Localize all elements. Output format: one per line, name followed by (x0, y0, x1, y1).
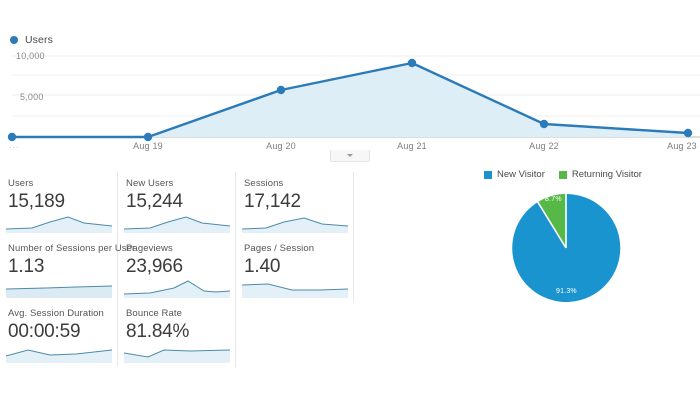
x-axis-tick-aug23: Aug 23 (667, 141, 697, 151)
x-axis: Aug 19 Aug 20 Aug 21 Aug 22 Aug 23 (0, 141, 700, 155)
metric-title: Pageviews (126, 243, 173, 254)
returning-visitor-swatch (558, 170, 567, 179)
new-visitor-label: New Visitor (497, 169, 545, 180)
metric-value: 1.40 (244, 256, 281, 277)
metrics-row: Users 15,189 New Users 15,244 Sessions 1… (0, 172, 380, 237)
chevron-down-icon (347, 154, 353, 157)
legend-item-new-visitor[interactable]: New Visitor (484, 169, 545, 180)
y-axis-tick-10000: 10,000 (16, 51, 45, 61)
metric-title: Number of Sessions per User (8, 243, 136, 254)
users-line (10, 61, 690, 139)
sparkline (242, 283, 348, 298)
returning-visitor-label: Returning Visitor (571, 169, 642, 180)
sparkline (6, 285, 112, 298)
x-axis-tick-aug21: Aug 21 (397, 141, 427, 151)
pie-chart-svg (512, 193, 621, 302)
users-chart-svg (7, 55, 700, 142)
sparkline (242, 217, 348, 233)
metric-value: 15,244 (126, 191, 183, 212)
legend-item-returning-visitor[interactable]: Returning Visitor (558, 169, 642, 180)
metric-card-sessions[interactable]: Sessions 17,142 (236, 172, 354, 237)
metric-title: Pages / Session (244, 243, 315, 254)
metric-card-empty (236, 302, 354, 367)
visitor-type-legend: New Visitor Returning Visitor (484, 169, 651, 180)
sparkline (124, 216, 230, 233)
metric-card-new-users[interactable]: New Users 15,244 (118, 172, 236, 237)
data-point (407, 58, 417, 68)
metrics-row: Avg. Session Duration 00:00:59 Bounce Ra… (0, 302, 380, 367)
sparkline (124, 349, 230, 363)
users-over-time-chart[interactable] (0, 48, 700, 148)
metric-title: Avg. Session Duration (8, 308, 104, 319)
metric-title: Bounce Rate (126, 308, 183, 319)
metric-card-avg-session-duration[interactable]: Avg. Session Duration 00:00:59 (0, 302, 118, 367)
metric-title: Sessions (244, 178, 284, 189)
users-area-fill (12, 63, 688, 137)
metrics-grid: Users 15,189 New Users 15,244 Sessions 1… (0, 172, 380, 367)
pie-label-new-visitor: 91.3% (556, 288, 577, 295)
metric-value: 23,966 (126, 256, 183, 277)
metric-card-sessions-per-user[interactable]: Number of Sessions per User 1.13 (0, 237, 136, 302)
metric-value: 00:00:59 (8, 321, 81, 342)
x-axis-left-ellipsis: ... (9, 140, 20, 150)
chart-legend: Users (10, 33, 53, 47)
metric-value: 17,142 (244, 191, 301, 212)
x-axis-tick-aug20: Aug 20 (266, 141, 296, 151)
x-axis-tick-aug22: Aug 22 (529, 141, 559, 151)
sparkline (124, 280, 230, 298)
metrics-row: Number of Sessions per User 1.13 Pagevie… (0, 237, 380, 302)
x-axis-tick-aug19: Aug 19 (133, 141, 163, 151)
metric-card-pageviews[interactable]: Pageviews 23,966 (118, 237, 236, 302)
metric-card-pages-per-session[interactable]: Pages / Session 1.40 (236, 237, 354, 302)
metric-title: Users (8, 178, 34, 189)
chart-collapse-handle[interactable] (330, 150, 370, 162)
data-point (143, 132, 153, 142)
pie-slice-returning-visitor (537, 194, 566, 248)
pie-label-returning-visitor: 8.7% (545, 196, 562, 203)
users-legend-dot (10, 36, 18, 44)
users-legend-label: Users (25, 34, 53, 46)
metric-value: 81.84% (126, 321, 190, 342)
visitor-type-pie-chart[interactable] (508, 190, 624, 306)
data-point (276, 85, 286, 95)
metric-card-bounce-rate[interactable]: Bounce Rate 81.84% (118, 302, 236, 367)
sparkline (6, 349, 112, 363)
data-point (7, 132, 17, 142)
data-point (683, 128, 693, 138)
sparkline (6, 216, 112, 233)
data-point (539, 119, 549, 129)
y-axis-tick-5000: 5,000 (20, 92, 44, 102)
metric-value: 1.13 (8, 256, 45, 277)
new-visitor-swatch (484, 170, 492, 179)
metric-card-users[interactable]: Users 15,189 (0, 172, 118, 237)
metric-value: 15,189 (8, 191, 65, 212)
metric-title: New Users (126, 178, 174, 189)
